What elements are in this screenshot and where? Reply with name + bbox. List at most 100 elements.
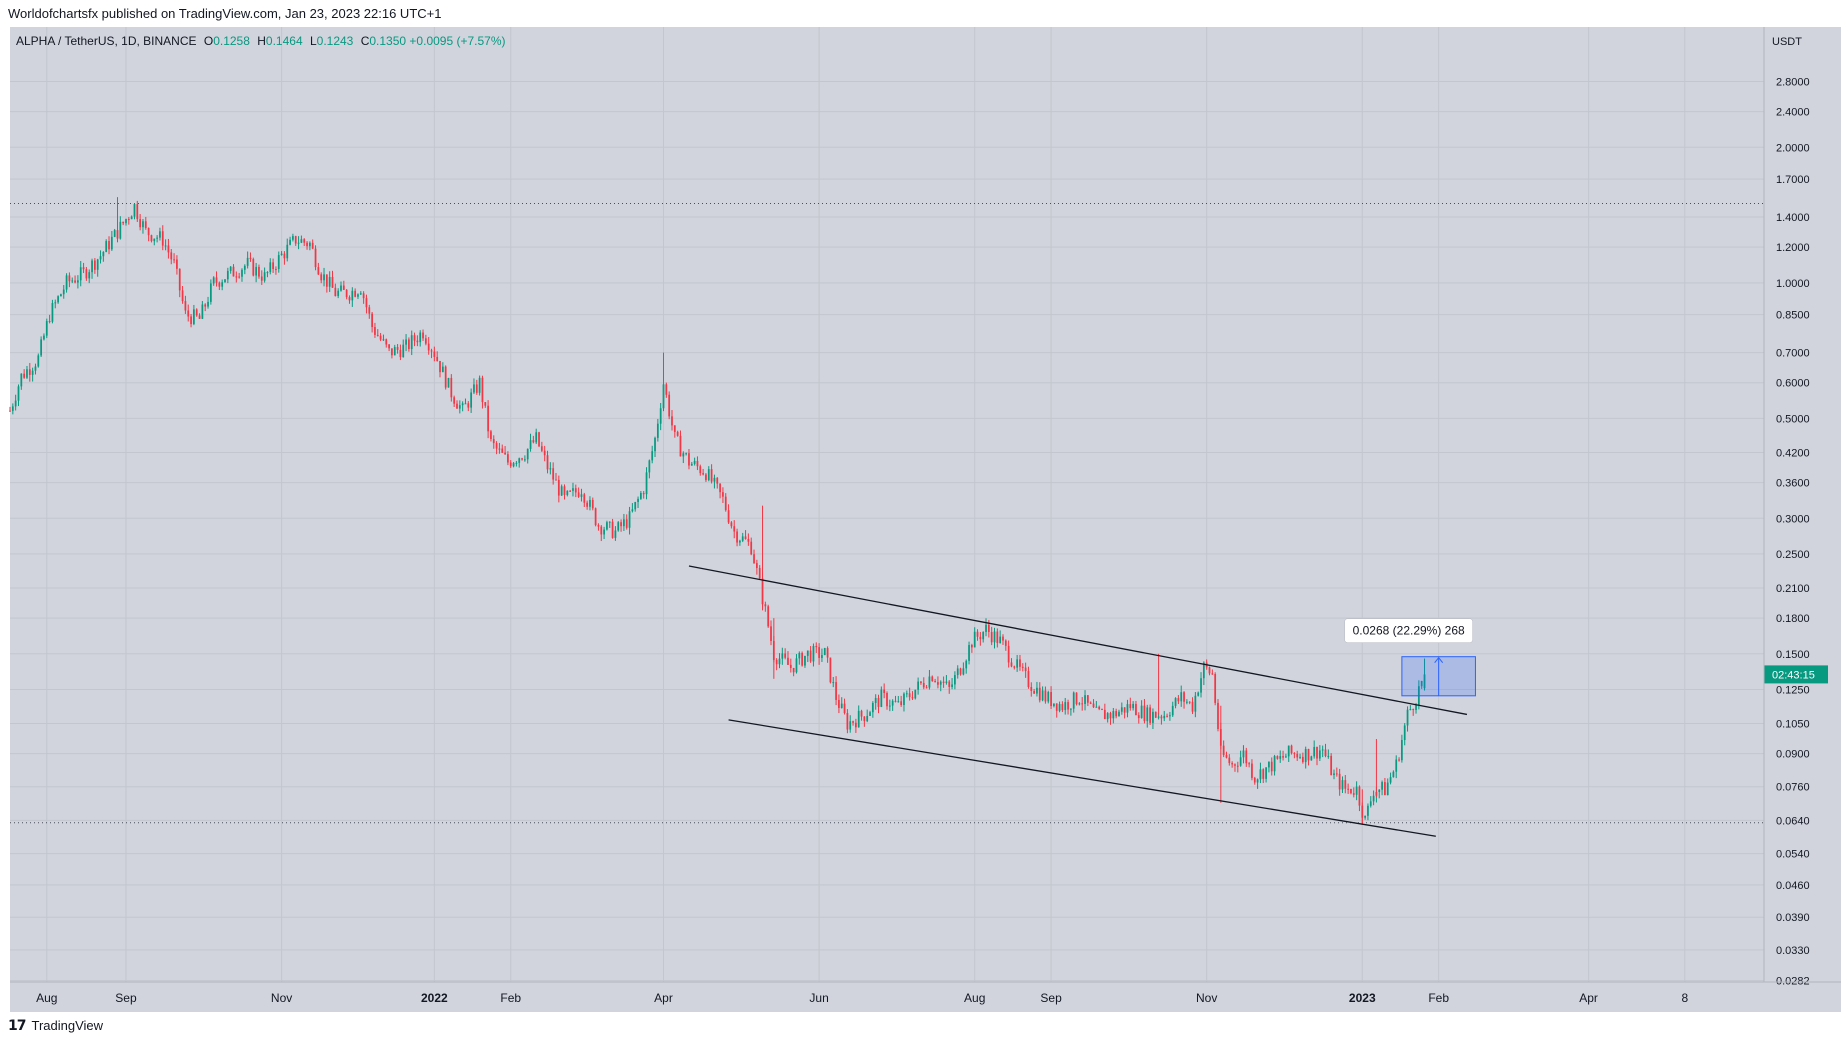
candle-body [809,650,812,662]
candle-body [1109,713,1112,719]
candle-body [838,699,840,708]
candle-body [300,239,303,243]
candle-body [925,687,928,689]
candle-body [798,652,801,659]
candle-body [713,477,716,482]
candle-body [444,366,447,388]
candle-body [917,681,919,690]
candle-body [1072,692,1075,709]
candle-body [1021,666,1024,668]
price-tick-label: 0.4200 [1776,447,1810,459]
candle-body [144,221,147,228]
candle-body [897,701,900,703]
price-tick-label: 0.5000 [1776,413,1810,425]
candle-body [492,439,495,444]
candle-body [1304,748,1307,763]
candle-body [241,269,243,277]
candle-body [942,681,945,683]
candle-body [456,403,458,409]
candle-body [985,624,987,632]
candle-body [1341,780,1344,790]
candle-body [1395,759,1398,772]
candle-body [676,431,679,436]
candle-body [368,307,371,314]
candle-body [150,235,153,242]
candle-body [648,460,651,473]
candle-body [1415,705,1417,711]
candle-body [195,309,198,316]
candle-body [317,267,320,275]
candle-body [577,492,580,497]
candle-body [1163,715,1166,719]
candle-body [860,710,863,717]
price-chart[interactable]: 0.0268 (22.29%) 268 USDT 2.8000 2.4000 2.00… [0,27,1841,1012]
candle-body [835,682,837,700]
candle-body [351,290,354,301]
candle-body [591,499,594,509]
time-axis[interactable]: Aug Sep Nov 2022 Feb Apr Jun Aug Sep Nov 2023 Feb Ap… [10,981,1841,1005]
candle-body [399,349,402,358]
candle-body [586,502,588,507]
candle-body [1041,690,1044,701]
candle-body [1007,645,1010,663]
candle-body [888,705,891,707]
candle-body [226,270,229,280]
candle-body [1084,695,1086,704]
candle-body [920,681,922,683]
currency-label: USDT [1772,36,1802,48]
candle-body [498,448,501,450]
candle-body [405,339,407,345]
candle-body [1324,749,1327,757]
candle-body [1044,690,1047,702]
measure-arrow-icon [1434,656,1444,663]
candle-body [31,370,34,375]
candle-body [993,631,996,643]
candle-body [580,494,583,497]
candle-body [543,450,546,456]
candle-body [934,681,936,683]
candle-body [23,373,26,378]
candle-body [1171,705,1174,716]
candle-body [908,693,911,698]
candle-body [758,568,761,579]
time-tick-label: Apr [1579,991,1598,1005]
candle-body [846,713,849,730]
candle-body [11,406,14,411]
candle-body [430,350,433,352]
price-axis[interactable]: USDT 2.8000 2.4000 2.0000 1.7000 1.4000 1.2000… [1763,27,1828,988]
candle-body [1338,773,1341,790]
candle-body [1234,764,1236,766]
candle-body [973,631,976,648]
candle-body [710,469,713,482]
candle-body [1070,708,1072,710]
tradingview-logo-icon: 𝟭𝟳 [8,1016,27,1033]
candle-body [275,269,277,271]
candle-body [855,722,857,728]
candle-body [1208,667,1211,674]
candle-body [1299,756,1301,758]
candle-body [1369,801,1372,806]
candle-body [546,455,549,470]
candle-body [309,242,311,247]
candle-body [170,252,173,260]
candle-body [79,267,82,281]
last-price-badge[interactable] [1764,665,1828,684]
candle-body [829,657,832,683]
candle-body [153,238,156,242]
candle-body [659,408,662,424]
measure-tool[interactable]: 0.0268 (22.29%) 268 [1344,618,1476,697]
candle-body [736,531,738,543]
candle-body [402,344,405,358]
candle-body [1211,673,1214,675]
candle-body [1392,771,1395,778]
price-tick-label: 0.2100 [1776,583,1810,595]
candle-body [74,280,76,283]
candle-body [883,689,886,694]
candle-body [458,405,461,409]
candle-body [753,554,755,564]
candle-body [764,604,767,607]
candle-body [617,522,620,531]
candle-body [679,435,682,457]
candle-body [1086,695,1089,703]
candle-body [243,265,246,270]
